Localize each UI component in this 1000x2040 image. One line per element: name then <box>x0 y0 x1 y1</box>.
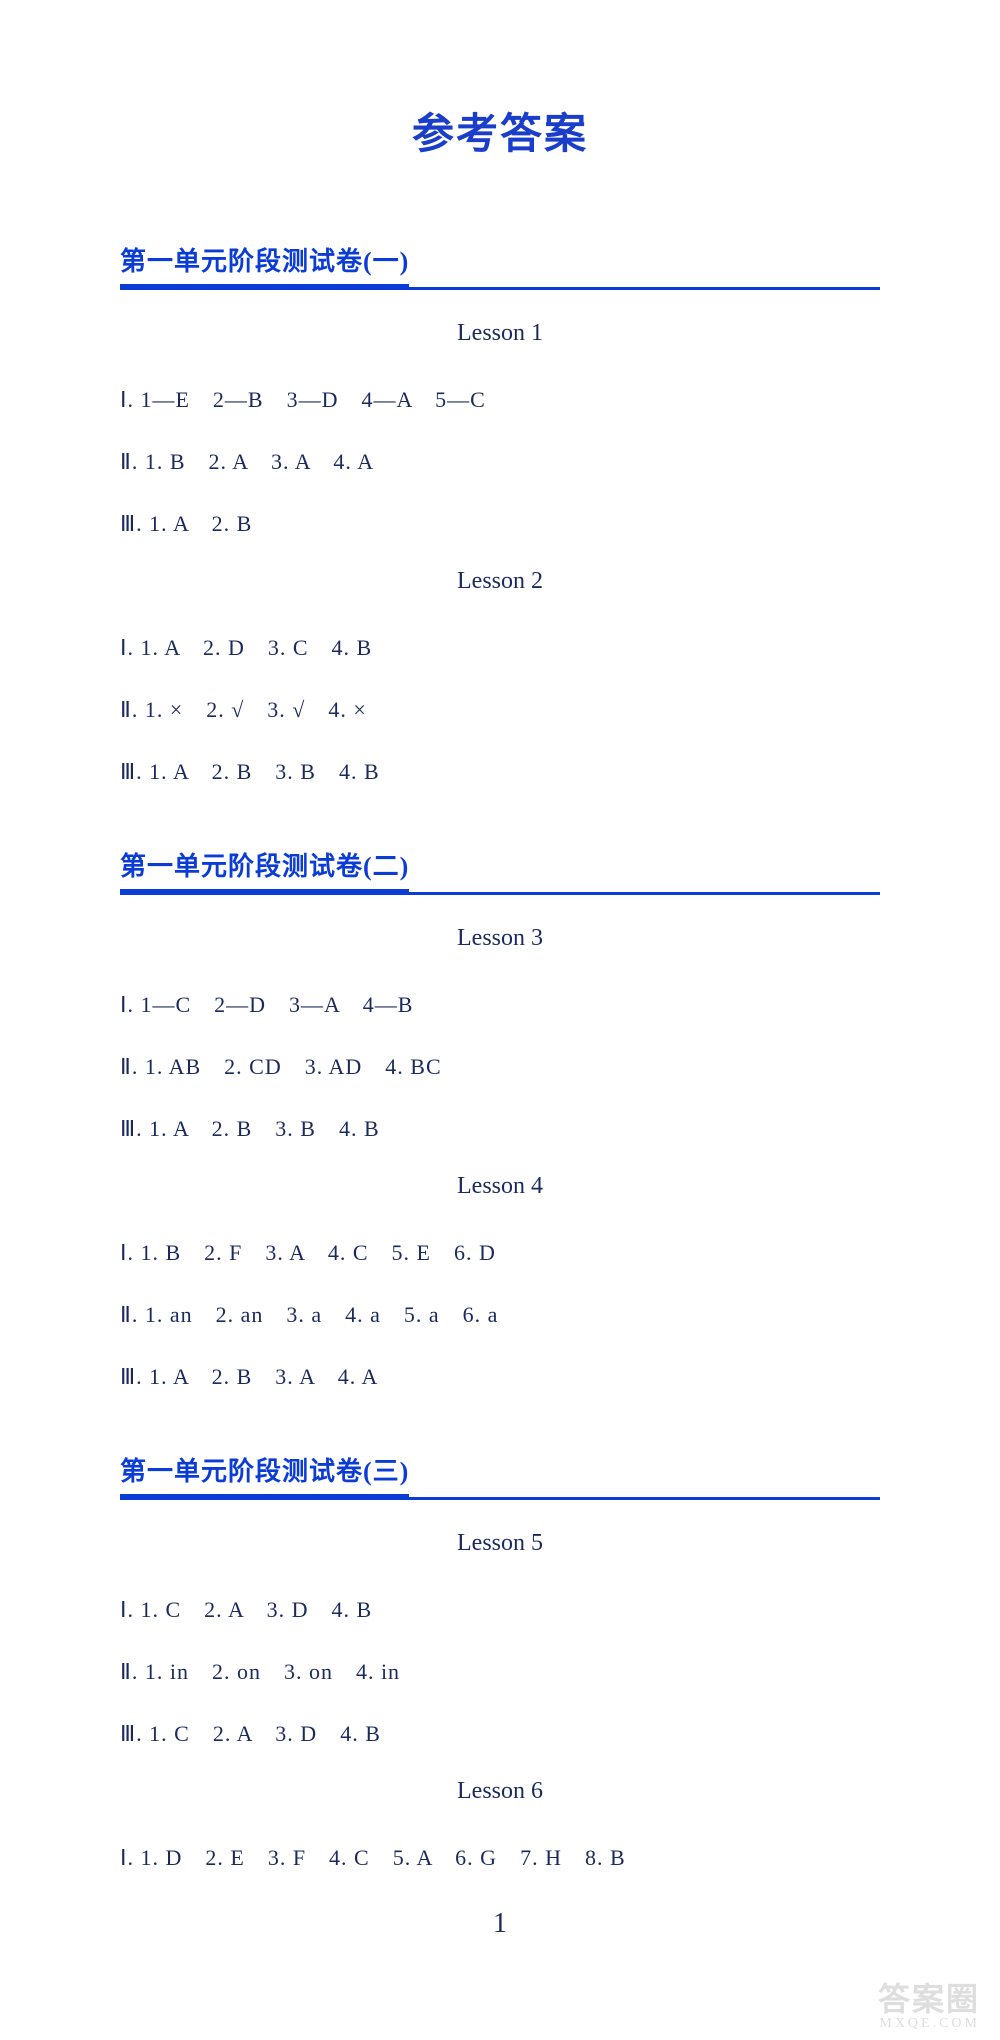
answer-line: Ⅱ. 1. an 2. an 3. a 4. a 5. a 6. a <box>120 1297 880 1329</box>
lesson-title-2: Lesson 2 <box>120 568 880 595</box>
answer-line: Ⅱ. 1. AB 2. CD 3. AD 4. BC <box>120 1049 880 1081</box>
answer-line: Ⅰ. 1. D 2. E 3. F 4. C 5. A 6. G 7. H 8.… <box>120 1840 880 1872</box>
answer-line: Ⅰ. 1—C 2—D 3—A 4—B <box>120 987 880 1019</box>
answer-line: Ⅰ. 1. B 2. F 3. A 4. C 5. E 6. D <box>120 1235 880 1267</box>
section-underline-3 <box>120 1497 880 1500</box>
section-header-2: 第一单元阶段测试卷(二) <box>120 846 409 892</box>
lesson-title-1: Lesson 1 <box>120 320 880 347</box>
lesson-title-6: Lesson 6 <box>120 1778 880 1805</box>
section-header-3: 第一单元阶段测试卷(三) <box>120 1451 409 1497</box>
lesson-title-4: Lesson 4 <box>120 1173 880 1200</box>
lesson-title-3: Lesson 3 <box>120 925 880 952</box>
section-underline-1 <box>120 287 880 290</box>
answer-line: Ⅲ. 1. C 2. A 3. D 4. B <box>120 1716 880 1748</box>
lesson-title-5: Lesson 5 <box>120 1530 880 1557</box>
answer-line: Ⅱ. 1. B 2. A 3. A 4. A <box>120 444 880 476</box>
page-number: 1 <box>493 1908 507 1940</box>
answer-line: Ⅰ. 1—E 2—B 3—D 4—A 5—C <box>120 382 880 414</box>
answer-line: Ⅲ. 1. A 2. B 3. B 4. B <box>120 1111 880 1143</box>
section-underline-2 <box>120 892 880 895</box>
answer-line: Ⅱ. 1. × 2. √ 3. √ 4. × <box>120 692 880 724</box>
watermark-sub: MXQE.COM <box>879 2016 980 2032</box>
answer-line: Ⅲ. 1. A 2. B <box>120 506 880 538</box>
answer-line: Ⅱ. 1. in 2. on 3. on 4. in <box>120 1654 880 1686</box>
answer-line: Ⅲ. 1. A 2. B 3. A 4. A <box>120 1359 880 1391</box>
watermark-main: 答案圈 <box>878 1974 980 2020</box>
page-title: 参考答案 <box>120 100 880 161</box>
answer-line: Ⅰ. 1. C 2. A 3. D 4. B <box>120 1592 880 1624</box>
section-header-1: 第一单元阶段测试卷(一) <box>120 241 409 287</box>
answer-line: Ⅰ. 1. A 2. D 3. C 4. B <box>120 630 880 662</box>
answer-line: Ⅲ. 1. A 2. B 3. B 4. B <box>120 754 880 786</box>
